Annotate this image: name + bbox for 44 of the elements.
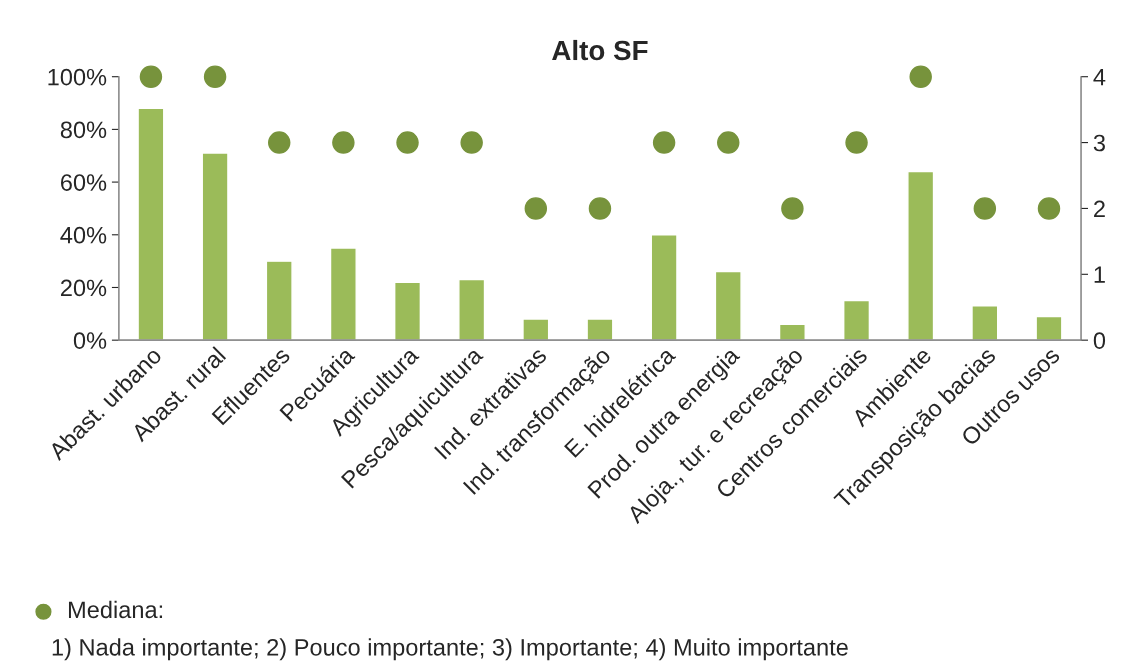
y-tick-label: 0% [73, 332, 107, 349]
point [781, 197, 804, 220]
y2-tick-label: 4 [1093, 69, 1106, 86]
bar [201, 152, 229, 341]
point [717, 131, 740, 154]
text: 1) Nada importante; 2) Pouco importante; 3) Importante; 4) Muito importante [52, 638, 848, 661]
point [203, 65, 227, 88]
bar [843, 299, 871, 341]
y-tick-label: 80% [60, 121, 107, 139]
point [396, 131, 419, 154]
bar [522, 318, 550, 341]
bar [265, 260, 293, 341]
y-tick-label: 60% [61, 174, 107, 191]
point [588, 197, 612, 220]
point [267, 131, 291, 154]
bar [971, 305, 999, 341]
point [845, 131, 868, 154]
bar [714, 270, 742, 341]
y2-tick-label: 2 [1094, 200, 1105, 217]
point [139, 65, 163, 88]
point [652, 131, 676, 154]
legend-label: Mediana: [68, 600, 163, 619]
point [332, 131, 355, 154]
bar [778, 323, 806, 341]
point [460, 131, 483, 154]
bar [907, 170, 935, 341]
bar [1035, 315, 1063, 341]
bar [329, 247, 357, 341]
bar [393, 281, 422, 341]
bar [586, 318, 614, 341]
point [973, 197, 997, 220]
point [909, 65, 932, 88]
chart-title: Alto SF [552, 39, 648, 61]
point [1037, 197, 1061, 220]
y-tick-label: 100% [48, 68, 107, 86]
bar [137, 107, 165, 341]
bar [458, 278, 486, 341]
y-tick-label: 20% [60, 279, 107, 297]
y2-tick-label: 1 [1094, 266, 1105, 283]
point [524, 197, 548, 220]
y2-tick-label: 0 [1093, 332, 1106, 349]
y2-tick-label: 3 [1093, 134, 1105, 152]
bar [650, 234, 678, 341]
y-tick-label: 40% [60, 226, 107, 244]
